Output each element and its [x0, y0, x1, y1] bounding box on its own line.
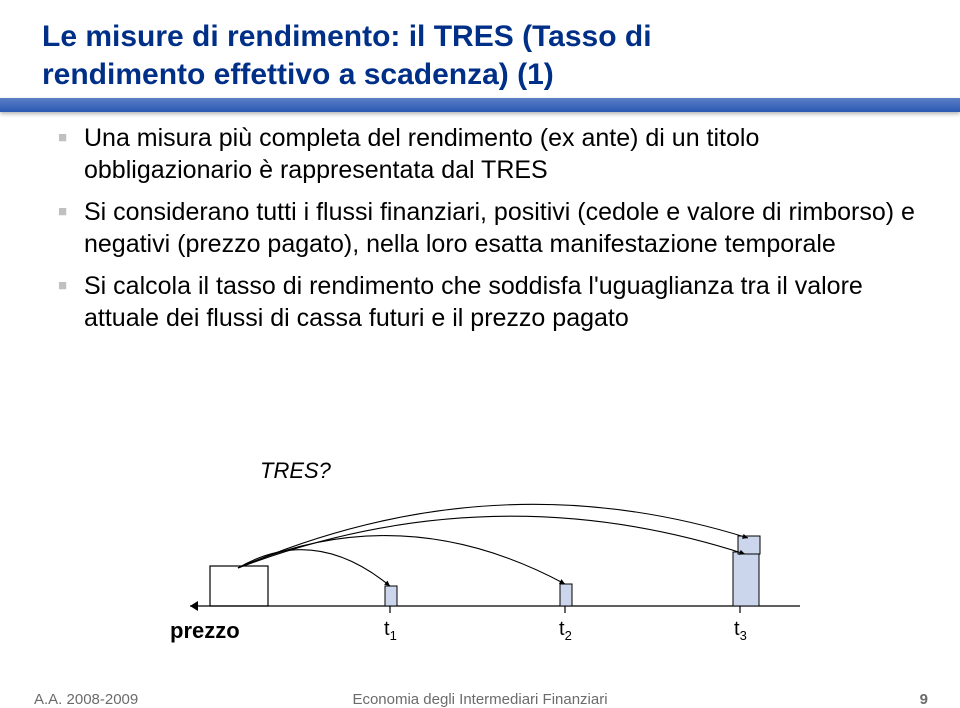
tres-diagram: TRES? prezzo t1 t2 t3: [0, 458, 960, 628]
title-line-1: Le misure di rendimento: il TRES (Tasso …: [42, 18, 930, 56]
bullet-1: Una misura più completa del rendimento (…: [84, 122, 920, 186]
footer-center: Economia degli Intermediari Finanziari: [0, 691, 960, 708]
t3-label: t3: [734, 618, 747, 643]
slide-title: Le misure di rendimento: il TRES (Tasso …: [0, 0, 960, 103]
footer-page: 9: [920, 691, 928, 708]
title-line-2: rendimento effettivo a scadenza) (1): [42, 56, 930, 94]
slide-body: Una misura più completa del rendimento (…: [84, 122, 920, 344]
t1-label: t1: [384, 618, 397, 643]
diagram-svg: [0, 458, 960, 658]
title-underline-bar: [0, 98, 960, 112]
prezzo-label: prezzo: [170, 618, 240, 644]
t2-label: t2: [559, 618, 572, 643]
bullet-3: Si calcola il tasso di rendimento che so…: [84, 270, 920, 334]
bullet-2: Si considerano tutti i flussi finanziari…: [84, 196, 920, 260]
